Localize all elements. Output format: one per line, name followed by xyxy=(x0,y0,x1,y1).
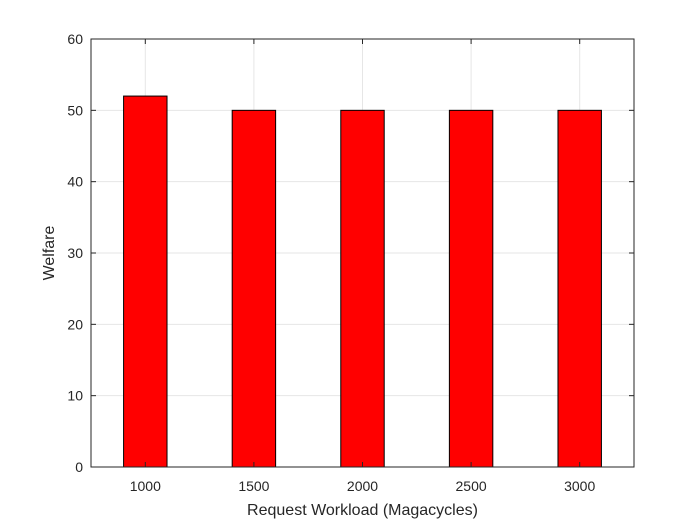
y-axis-label: Welfare xyxy=(41,225,58,280)
x-tick-label: 2000 xyxy=(347,478,378,494)
y-tick-label: 60 xyxy=(67,31,83,47)
bars xyxy=(123,95,602,468)
x-tick-label: 3000 xyxy=(564,478,595,494)
y-tick-label: 30 xyxy=(67,245,83,261)
x-tick-label: 2500 xyxy=(456,478,487,494)
bar-2500 xyxy=(448,109,494,468)
axis-ticks xyxy=(91,38,634,468)
y-tick-label: 40 xyxy=(67,174,83,190)
bar-1000 xyxy=(123,95,168,468)
y-tick-label: 10 xyxy=(67,388,83,404)
y-tick-labels: 0 10 20 30 40 50 60 xyxy=(67,31,83,475)
y-tick-label: 0 xyxy=(75,459,83,475)
bar-2000 xyxy=(340,109,385,468)
x-axis-label: Request Workload (Magacycles) xyxy=(247,502,478,519)
y-tick-label: 20 xyxy=(67,316,83,332)
bar-1500 xyxy=(231,109,277,468)
y-tick-label: 50 xyxy=(67,102,83,118)
x-tick-label: 1000 xyxy=(130,478,161,494)
x-tick-label: 1500 xyxy=(238,478,269,494)
x-tick-labels: 1000 1500 2000 2500 3000 xyxy=(130,478,596,494)
bar-3000 xyxy=(557,109,602,468)
